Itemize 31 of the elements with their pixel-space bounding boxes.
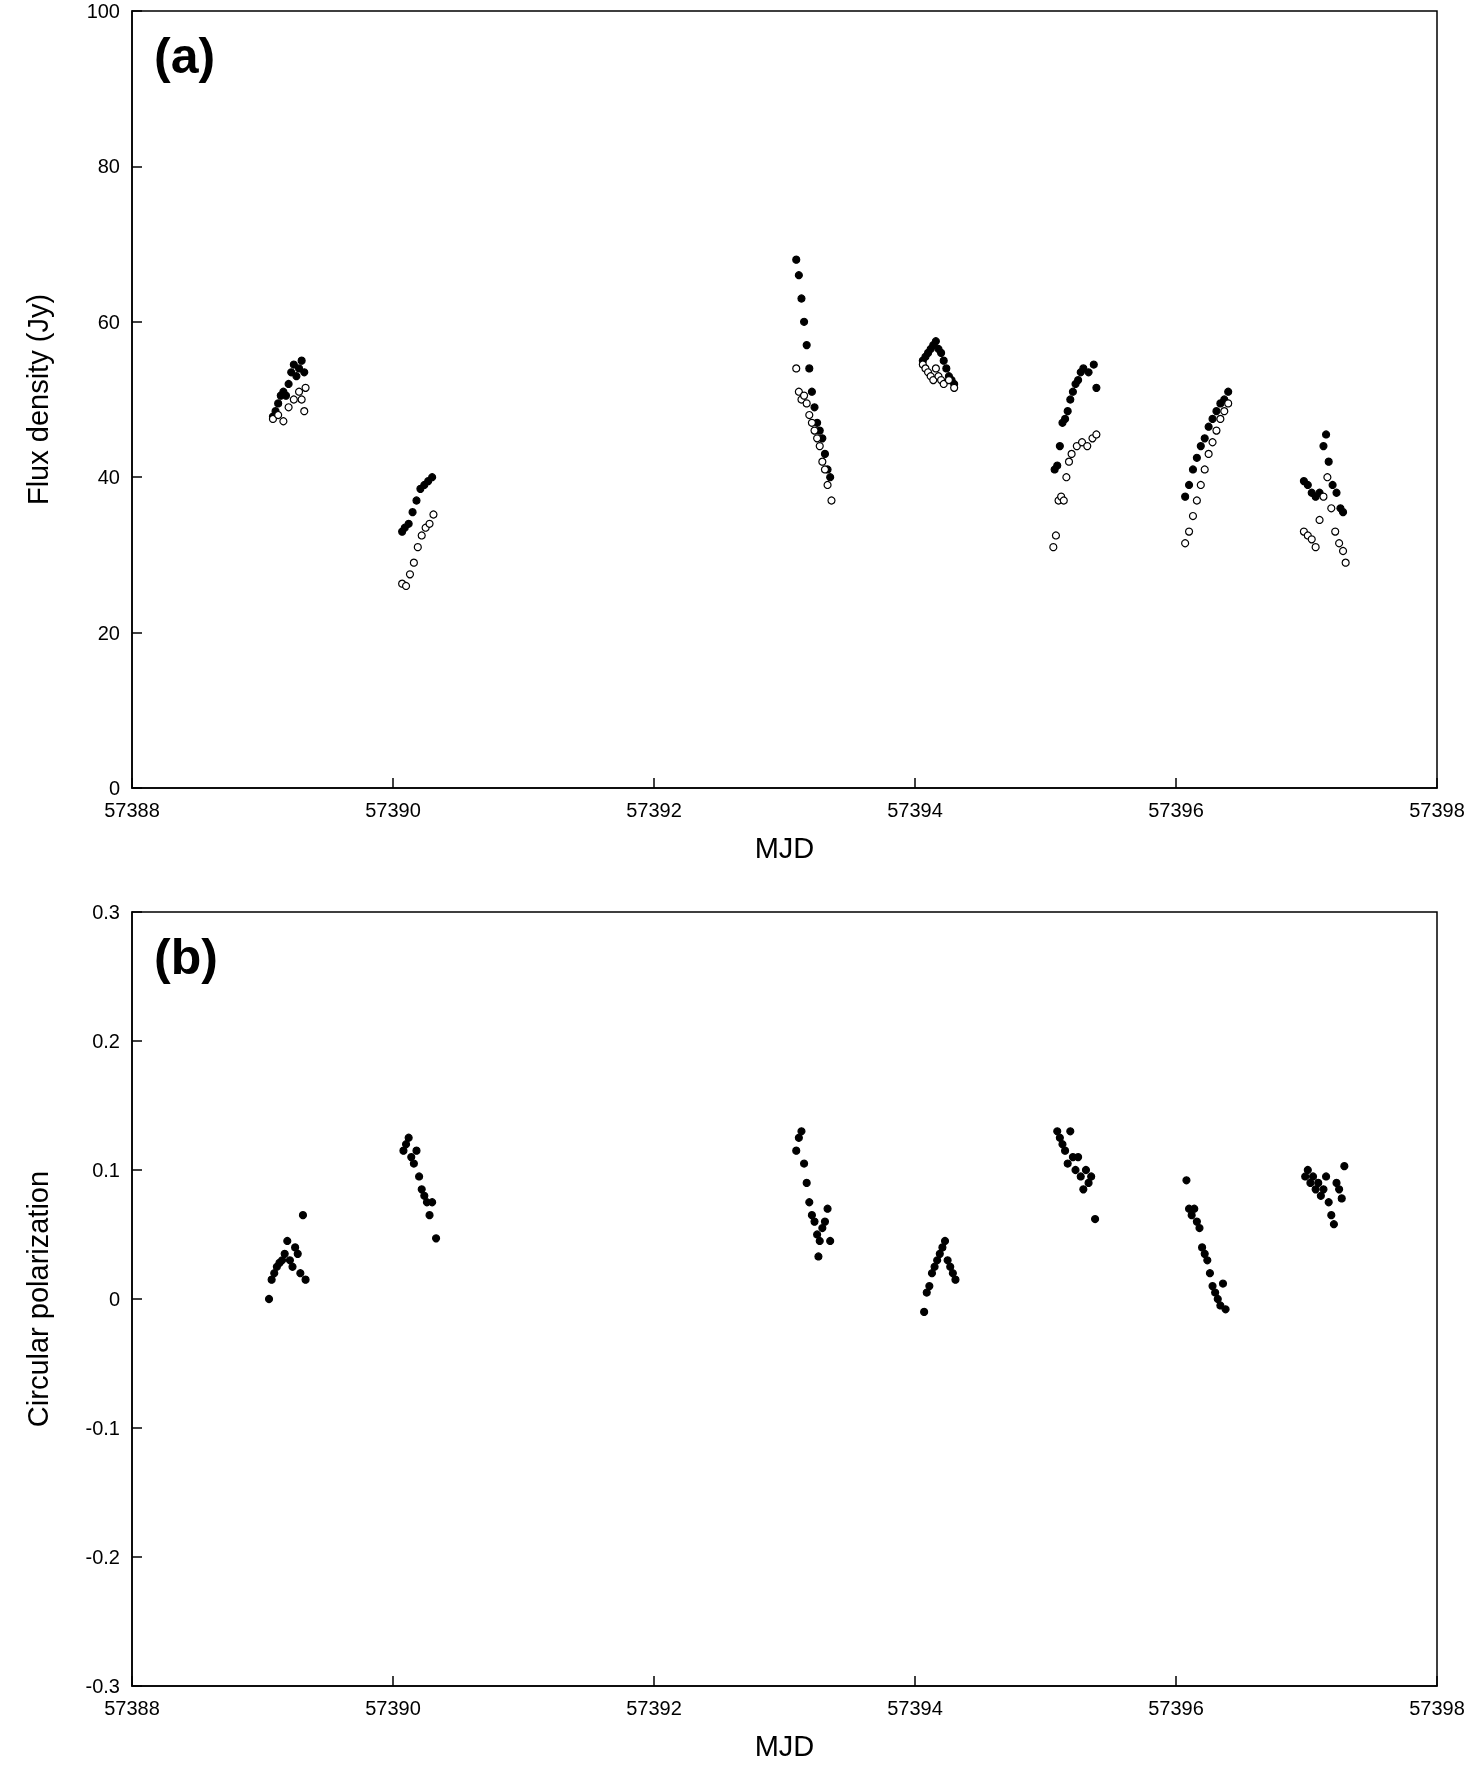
y-tick-label: 60 <box>97 310 120 333</box>
x-tick-label: 57388 <box>104 799 160 821</box>
y-tick-label: 0.2 <box>92 1030 120 1052</box>
x-tick-label: 57398 <box>1409 799 1465 821</box>
x-tick-label: 57390 <box>365 799 421 821</box>
x-axis-title: MJD <box>754 831 815 864</box>
x-tick-label: 57396 <box>1148 799 1204 821</box>
y-tick-label: -0.2 <box>85 1546 120 1568</box>
y-tick-label: 0 <box>108 777 120 799</box>
y-tick-label: -0.3 <box>85 1675 120 1697</box>
x-tick-label: 57388 <box>104 1697 160 1719</box>
x-tick-label: 57392 <box>626 1697 682 1719</box>
y-tick-label: -0.1 <box>85 1417 120 1439</box>
y-tick-label: 20 <box>97 621 120 644</box>
y-axis-title: Flux density (Jy) <box>21 293 54 506</box>
x-tick-label: 57398 <box>1409 1697 1465 1719</box>
x-tick-label: 57396 <box>1148 1697 1204 1719</box>
annotation: (b) <box>154 929 218 985</box>
x-axis-title: MJD <box>754 1729 815 1762</box>
x-tick-label: 57392 <box>626 799 682 821</box>
y-tick-label: 0 <box>108 1288 120 1310</box>
y-tick-label: 0.1 <box>92 1159 120 1181</box>
annotation: (a) <box>154 28 216 84</box>
x-tick-label: 57394 <box>887 1697 943 1719</box>
y-axis-title: Circular polarization <box>21 1170 54 1428</box>
y-tick-label: 40 <box>97 466 120 489</box>
x-tick-label: 57390 <box>365 1697 421 1719</box>
x-tick-label: 57394 <box>887 799 943 821</box>
y-tick-label: 100 <box>86 0 120 22</box>
y-tick-label: 80 <box>97 155 120 178</box>
y-tick-label: 0.3 <box>92 901 120 923</box>
